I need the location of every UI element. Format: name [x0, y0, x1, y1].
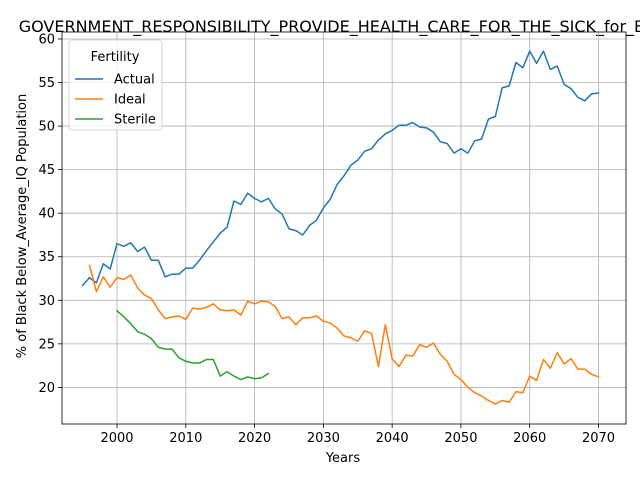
grid [62, 32, 626, 424]
series-line-actual [81, 50, 600, 287]
x-tick-label: 2020 [238, 431, 271, 446]
legend-entry-actual: Actual [114, 73, 155, 88]
x-tick-label: 2000 [100, 431, 133, 446]
y-tick-label: 25 [38, 337, 55, 352]
y-tick-label: 35 [38, 250, 55, 265]
legend-title: Fertility [91, 50, 140, 65]
x-axis-label: Years [325, 451, 361, 466]
series-lines [81, 50, 600, 405]
chart-title: GOVERNMENT_RESPONSIBILITY_PROVIDE_HEALTH… [19, 17, 640, 37]
plot-frame [61, 31, 627, 425]
axis-ticks: 2000 2010 2020 2030 2040 2050 2060 2070 20 25 30 35… [38, 32, 615, 446]
series-line-ideal [88, 264, 600, 405]
y-tick-label: 45 [38, 163, 55, 178]
x-tick-label: 2040 [376, 431, 409, 446]
x-tick-label: 2070 [582, 431, 615, 446]
y-axis-label: % of Black Below_Average_IQ Population [15, 94, 30, 358]
y-tick-label: 50 [38, 120, 55, 135]
x-tick-label: 2050 [444, 431, 477, 446]
y-tick-label: 20 [38, 381, 55, 396]
legend-entry-ideal: Ideal [114, 93, 146, 108]
y-tick-label: 40 [38, 207, 55, 222]
y-tick-label: 55 [38, 76, 55, 91]
legend-box [68, 39, 163, 131]
legend: Fertility Actual Ideal Sterile [68, 39, 163, 131]
x-tick-label: 2060 [513, 431, 546, 446]
y-tick-label: 30 [38, 294, 55, 309]
x-tick-label: 2010 [169, 431, 202, 446]
legend-entry-sterile: Sterile [114, 113, 156, 128]
series-line-sterile [115, 309, 270, 381]
y-tick-label: 60 [38, 32, 55, 47]
x-tick-label: 2030 [307, 431, 340, 446]
